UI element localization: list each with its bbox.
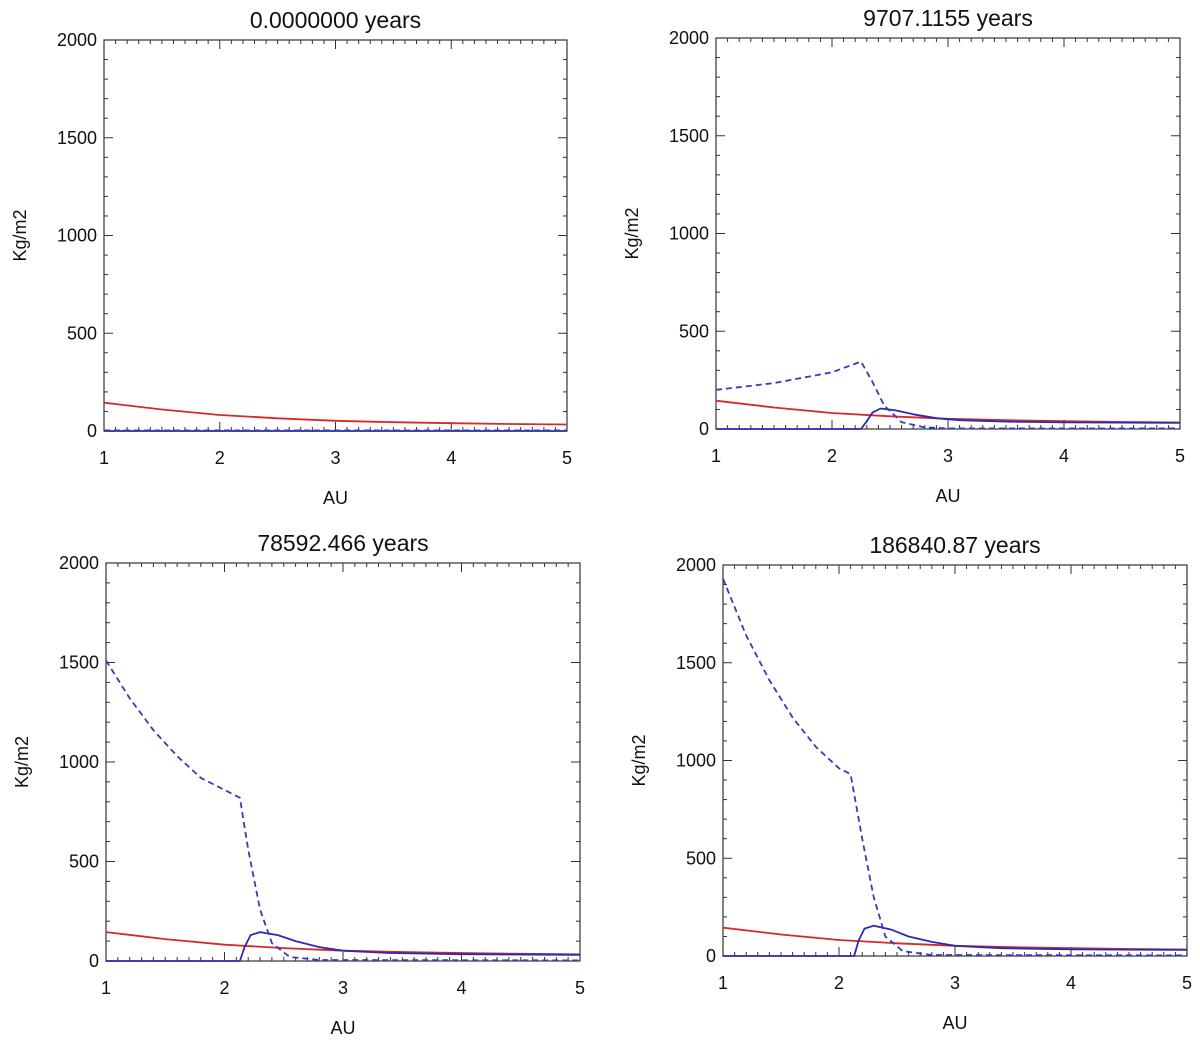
x-tick-label: 1 bbox=[711, 446, 721, 466]
panel-9707-years: 9707.1155 years AU Kg/m2 1 2 3 4 5 0 500 1000 1500 2… bbox=[622, 5, 1185, 506]
y-tick-label: 2000 bbox=[59, 553, 99, 573]
panel-78592-years: 78592.466 years AU Kg/m2 1 2 3 4 5 0 500 1000 1500 2… bbox=[12, 530, 585, 1038]
x-tick-label: 3 bbox=[950, 973, 960, 993]
x-axis-label: AU bbox=[942, 1013, 967, 1033]
plot-frame bbox=[103, 39, 568, 432]
plot-frame bbox=[715, 37, 1181, 430]
x-axis-label: AU bbox=[330, 1018, 355, 1038]
x-tick-label: 4 bbox=[1066, 973, 1076, 993]
y-axis-label: Kg/m2 bbox=[10, 209, 30, 261]
plot-frame bbox=[722, 564, 1188, 957]
x-tick-label: 5 bbox=[1175, 446, 1185, 466]
x-tick-label: 3 bbox=[943, 446, 953, 466]
series-blue-dashed bbox=[715, 360, 1180, 430]
x-tick-label: 5 bbox=[562, 448, 572, 468]
x-tick-label: 5 bbox=[1182, 973, 1192, 993]
y-tick-label: 1000 bbox=[669, 224, 709, 244]
y-tick-label: 0 bbox=[699, 419, 709, 439]
panel-186840-years: 186840.87 years AU Kg/m2 1 2 3 4 5 0 500 1000 1500 2… bbox=[629, 532, 1192, 1033]
y-tick-label: 1500 bbox=[676, 653, 716, 673]
y-tick-label: 0 bbox=[87, 421, 97, 441]
plot-frame bbox=[105, 562, 581, 962]
x-tick-label: 5 bbox=[575, 978, 585, 998]
chart-title: 9707.1155 years bbox=[863, 5, 1033, 31]
y-tick-label: 0 bbox=[89, 951, 99, 971]
x-axis-label: AU bbox=[935, 486, 960, 506]
x-tick-label: 2 bbox=[215, 448, 225, 468]
y-tick-label: 500 bbox=[686, 848, 716, 868]
chart-title: 78592.466 years bbox=[257, 530, 428, 556]
x-tick-label: 2 bbox=[827, 446, 837, 466]
y-axis-label: Kg/m2 bbox=[629, 734, 649, 786]
y-tick-label: 0 bbox=[706, 946, 716, 966]
series-blue-solid bbox=[723, 924, 1188, 957]
y-tick-label: 1000 bbox=[59, 752, 99, 772]
chart-title: 0.0000000 years bbox=[250, 7, 421, 33]
y-tick-label: 1500 bbox=[57, 128, 97, 148]
chart-title: 186840.87 years bbox=[869, 532, 1040, 558]
x-tick-label: 2 bbox=[834, 973, 844, 993]
y-tick-label: 500 bbox=[69, 852, 99, 872]
x-tick-label: 1 bbox=[99, 448, 109, 468]
y-tick-label: 500 bbox=[67, 323, 97, 343]
y-tick-label: 2000 bbox=[676, 555, 716, 575]
x-tick-label: 4 bbox=[446, 448, 456, 468]
x-axis-label: AU bbox=[323, 488, 348, 508]
series-blue-dashed bbox=[105, 660, 581, 962]
y-axis-label: Kg/m2 bbox=[12, 736, 32, 788]
x-tick-label: 4 bbox=[1059, 446, 1069, 466]
x-tick-label: 2 bbox=[219, 978, 229, 998]
series-blue-solid bbox=[106, 931, 581, 962]
x-tick-label: 4 bbox=[456, 978, 466, 998]
x-tick-label: 3 bbox=[330, 448, 340, 468]
y-axis-label: Kg/m2 bbox=[622, 207, 642, 259]
y-tick-label: 500 bbox=[679, 321, 709, 341]
x-tick-label: 1 bbox=[718, 973, 728, 993]
series-blue-dashed bbox=[722, 578, 1188, 957]
series-blue-solid bbox=[716, 407, 1181, 430]
y-tick-label: 1000 bbox=[57, 226, 97, 246]
y-tick-label: 2000 bbox=[57, 30, 97, 50]
y-tick-label: 1500 bbox=[669, 126, 709, 146]
x-tick-label: 1 bbox=[101, 978, 111, 998]
y-tick-label: 1500 bbox=[59, 653, 99, 673]
y-tick-label: 2000 bbox=[669, 28, 709, 48]
x-tick-label: 3 bbox=[338, 978, 348, 998]
y-tick-label: 1000 bbox=[676, 751, 716, 771]
series-red-solid bbox=[103, 401, 568, 426]
panel-0-years: 0.0000000 years AU Kg/m2 1 2 3 4 5 0 500 1000 1500 2… bbox=[10, 7, 572, 508]
